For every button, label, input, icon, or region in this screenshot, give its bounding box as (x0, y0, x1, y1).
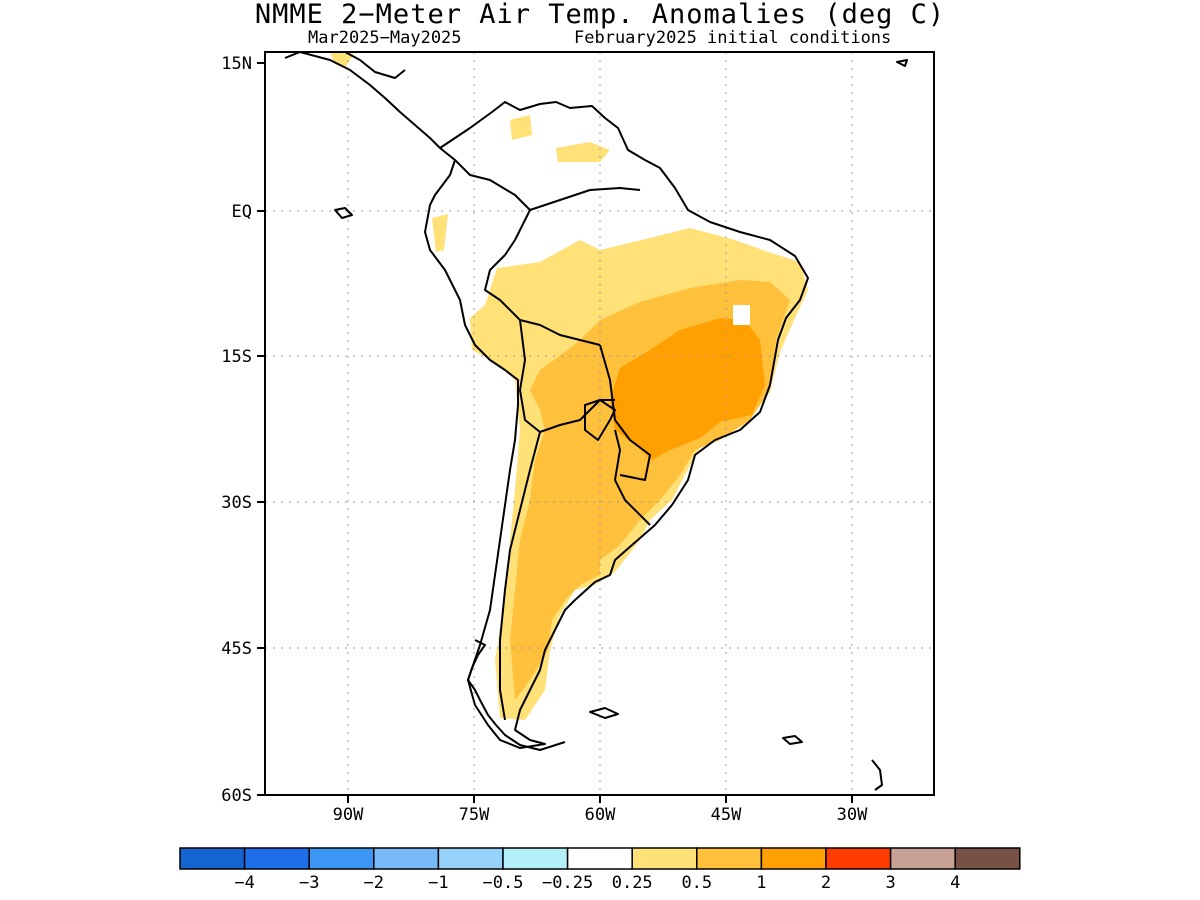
lon-label: 45W (711, 805, 742, 825)
coastlines (284, 52, 908, 791)
central-america-coastline (284, 52, 441, 149)
longitude-labels: 90W 75W 60W 45W 30W (333, 805, 868, 825)
colorbar-label: 0.25 (612, 873, 653, 893)
latitude-labels: 15N EQ 15S 30S 45S 60S (221, 54, 252, 806)
island (782, 735, 803, 745)
anomaly-patch-light (432, 214, 448, 252)
south-america-coastline (424, 101, 809, 749)
colorbar-swatch (889, 847, 956, 870)
caribbean-coast (344, 52, 406, 79)
colorbar-swatch (566, 847, 633, 870)
anomaly-fill (330, 52, 808, 720)
lat-label: 60S (221, 786, 252, 806)
colorbar-label: −0.5 (483, 873, 524, 893)
falkland-islands (589, 707, 619, 719)
colorbar-swatch (179, 847, 246, 870)
forecast-period: Mar2025−May2025 (308, 28, 462, 48)
lon-label: 75W (459, 805, 490, 825)
colorbar-label: 0.5 (681, 873, 712, 893)
lat-label: EQ (232, 202, 252, 222)
lat-label: 45S (221, 639, 252, 659)
country-border (454, 159, 601, 346)
colorbar-swatch (502, 847, 569, 870)
colorbar-swatch (308, 847, 375, 870)
country-border (499, 431, 541, 721)
tick-marks (257, 62, 853, 803)
country-border (539, 399, 615, 433)
island (871, 759, 883, 791)
galapagos-islands (334, 207, 353, 219)
colorbar: −4 −3 −2 −1 −0.5 −0.25 0.25 0.5 1 2 3 4 (179, 847, 1021, 893)
anomaly-patch-light (510, 115, 532, 140)
colorbar-swatch (631, 847, 698, 870)
colorbar-swatch (437, 847, 504, 870)
lon-label: 60W (585, 805, 616, 825)
colorbar-label: −1 (428, 873, 448, 893)
colorbar-swatch (696, 847, 763, 870)
country-border (529, 187, 641, 211)
colorbar-swatch (760, 847, 827, 870)
lat-label: 15S (221, 347, 252, 367)
country-border (519, 319, 541, 433)
anomaly-region-strong (610, 318, 765, 460)
island (896, 59, 908, 67)
initial-conditions: February2025 initial conditions (574, 28, 892, 48)
colorbar-label: 1 (756, 873, 766, 893)
map-title: NMME 2−Meter Air Temp. Anomalies (deg C) (254, 0, 946, 30)
lon-label: 90W (333, 805, 364, 825)
colorbar-label: −3 (299, 873, 319, 893)
colorbar-label: −0.25 (542, 873, 593, 893)
anomaly-patch-light (556, 142, 610, 162)
colorbar-label: 3 (885, 873, 895, 893)
lat-label: 15N (221, 54, 252, 74)
lat-label: 30S (221, 493, 252, 513)
colorbar-swatch (825, 847, 892, 870)
lon-label: 30W (837, 805, 868, 825)
colorbar-label: −2 (364, 873, 384, 893)
colorbar-label: 4 (950, 873, 960, 893)
missing-data-cell (733, 305, 750, 325)
colorbar-swatch (243, 847, 310, 870)
colorbar-swatch (373, 847, 440, 870)
country-border (614, 429, 651, 526)
country-border (584, 399, 616, 441)
colorbar-label: −4 (234, 873, 254, 893)
colorbar-label: 2 (821, 873, 831, 893)
colorbar-swatch (954, 847, 1021, 870)
country-border (599, 344, 651, 481)
chilean-fjords (467, 639, 566, 751)
